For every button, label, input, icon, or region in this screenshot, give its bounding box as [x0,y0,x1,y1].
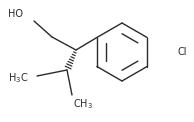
Text: HO: HO [8,9,23,19]
Text: H$_3$C: H$_3$C [8,71,28,85]
Text: Cl: Cl [177,47,186,57]
Text: CH$_3$: CH$_3$ [73,97,93,111]
